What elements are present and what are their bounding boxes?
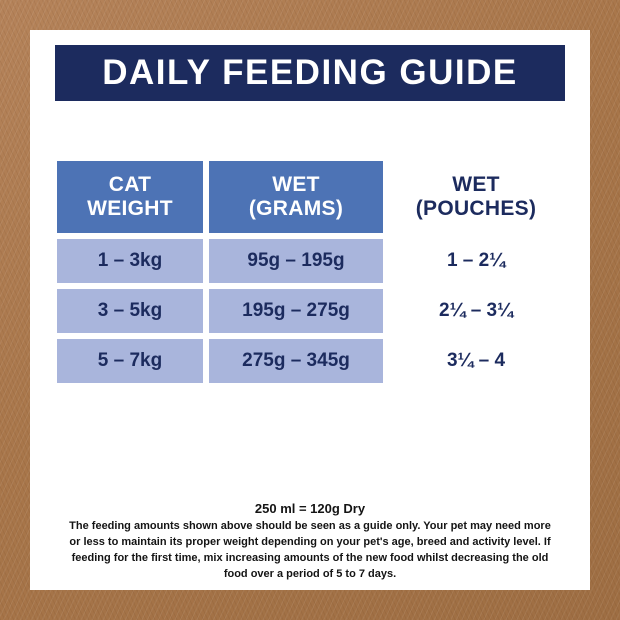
column-header-cat-weight: CAT WEIGHT bbox=[57, 161, 203, 233]
feeding-table: CAT WEIGHT WET (GRAMS) WET (POUCHES) 1 –… bbox=[57, 161, 563, 383]
table-cell-pouches-row2: 2¼ – 3¼ bbox=[389, 289, 563, 333]
table-cell-grams-row1: 95g – 195g bbox=[209, 239, 383, 283]
table-cell-pouches-row1: 1 – 2¼ bbox=[389, 239, 563, 283]
table-cell-grams-row3: 275g – 345g bbox=[209, 339, 383, 383]
table-cell-pouches-row3: 3¼ – 4 bbox=[389, 339, 563, 383]
page-title-banner: DAILY FEEDING GUIDE bbox=[55, 45, 565, 101]
column-header-wet-pouches: WET (POUCHES) bbox=[389, 161, 563, 233]
page-title: DAILY FEEDING GUIDE bbox=[102, 53, 518, 92]
table-cell-weight-row3: 5 – 7kg bbox=[57, 339, 203, 383]
disclaimer-text: The feeding amounts shown above should b… bbox=[69, 520, 551, 580]
table-cell-weight-row1: 1 – 3kg bbox=[57, 239, 203, 283]
equivalence-note: 250 ml = 120g Dry bbox=[254, 501, 366, 516]
table-cell-grams-row2: 195g – 275g bbox=[209, 289, 383, 333]
column-header-wet-grams: WET (GRAMS) bbox=[209, 161, 383, 233]
table-cell-weight-row2: 3 – 5kg bbox=[57, 289, 203, 333]
feeding-guide-panel: DAILY FEEDING GUIDE CAT WEIGHT WET (GRAM… bbox=[30, 30, 590, 590]
